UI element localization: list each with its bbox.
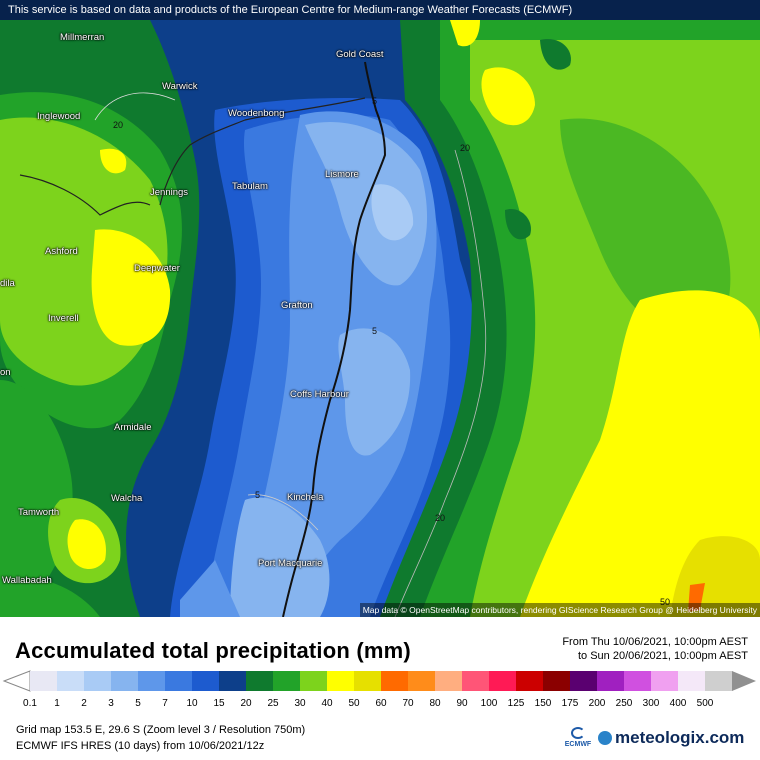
place-lismore: Lismore — [325, 169, 359, 180]
place-ashford: Ashford — [45, 246, 78, 257]
legend-swatch — [246, 671, 274, 691]
legend-tick-label: 300 — [642, 698, 660, 709]
legend-swatch — [705, 671, 733, 691]
legend-swatch — [327, 671, 355, 691]
period-from: From Thu 10/06/2021, 10:00pm AEST — [562, 636, 748, 648]
ecmwf-icon — [571, 727, 585, 739]
legend-swatch — [57, 671, 85, 691]
place-woodenbong: Woodenbong — [228, 108, 285, 119]
place-jennings: Jennings — [150, 187, 189, 198]
legend-arrow-high — [732, 671, 756, 691]
legend-tick-label: 0.1 — [23, 698, 37, 709]
legend-tick-label: 175 — [561, 698, 579, 709]
place-partial-west: dila — [0, 278, 15, 289]
place-inverell: Inverell — [48, 313, 79, 324]
legend-swatch — [435, 671, 463, 691]
legend-swatch — [570, 671, 598, 691]
legend-swatch — [219, 671, 247, 691]
legend-swatch — [462, 671, 490, 691]
legend-swatch — [192, 671, 220, 691]
legend-swatch — [111, 671, 139, 691]
legend-swatch — [354, 671, 382, 691]
legend-swatch — [30, 671, 58, 691]
legend-tick-label: 250 — [615, 698, 633, 709]
meteologix-text: meteologix.com — [615, 728, 745, 747]
legend-tick-label: 20 — [240, 698, 252, 709]
ecmwf-notice-banner: This service is based on data and produc… — [0, 0, 760, 20]
ecmwf-logo: ECMWF — [562, 727, 594, 748]
place-grafton: Grafton — [281, 300, 313, 311]
meteologix-logo[interactable]: meteologix.com — [598, 728, 744, 748]
period-to: to Sun 20/06/2021, 10:00pm AEST — [577, 650, 748, 662]
legend-tick-label: 500 — [696, 698, 714, 709]
legend-tick-label: 200 — [588, 698, 606, 709]
contour-label: 5 — [372, 96, 378, 106]
place-armidale: Armidale — [114, 422, 152, 433]
legend-tick-label: 25 — [267, 698, 279, 709]
legend-tick-label: 50 — [348, 698, 360, 709]
place-port-macquarie: Port Macquarie — [258, 558, 323, 569]
legend-swatch — [381, 671, 409, 691]
legend-tick-label: 150 — [534, 698, 552, 709]
legend-arrow-low — [2, 670, 31, 692]
place-millmerran: Millmerran — [60, 32, 105, 43]
legend-tick-label: 100 — [480, 698, 498, 709]
legend-swatch — [84, 671, 112, 691]
ecmwf-logo-text: ECMWF — [564, 741, 592, 748]
place-deepwater: Deepwater — [134, 263, 180, 274]
place-wallabadah: Wallabadah — [2, 575, 52, 586]
legend-tick-label: 30 — [294, 698, 306, 709]
legend-swatch — [408, 671, 436, 691]
place-gold-coast: Gold Coast — [336, 49, 384, 60]
contour-label: 50 — [660, 597, 671, 607]
meteologix-icon — [598, 731, 612, 745]
chart-title: Accumulated total precipitation (mm) — [15, 638, 411, 663]
legend-swatch — [678, 671, 706, 691]
place-coffs-harbour: Coffs Harbour — [290, 389, 349, 400]
legend-tick-label: 10 — [186, 698, 198, 709]
legend-tick-label: 15 — [213, 698, 225, 709]
legend-swatch — [489, 671, 517, 691]
place-tamworth: Tamworth — [18, 507, 60, 518]
legend-tick-label: 3 — [108, 698, 114, 709]
legend-swatch — [516, 671, 544, 691]
place-kinchela: Kinchela — [287, 492, 324, 503]
contour-label: 20 — [113, 120, 124, 130]
legend-swatch — [300, 671, 328, 691]
legend-tick-label: 7 — [162, 698, 168, 709]
contour-label: 20 — [435, 513, 446, 523]
legend-swatch — [543, 671, 571, 691]
legend-tick-label: 125 — [507, 698, 525, 709]
legend-swatch — [651, 671, 679, 691]
model-info: ECMWF IFS HRES (10 days) from 10/06/2021… — [16, 740, 265, 752]
legend-tick-label: 5 — [135, 698, 141, 709]
branding[interactable]: ECMWF meteologix.com — [562, 727, 752, 757]
legend-swatch — [165, 671, 193, 691]
contour-label: 5 — [372, 326, 378, 336]
color-scale-legend — [2, 670, 756, 692]
place-warwick: Warwick — [162, 81, 198, 92]
legend-swatch — [273, 671, 301, 691]
contour-label: 20 — [460, 143, 471, 153]
legend-tick-label: 2 — [81, 698, 87, 709]
legend-swatch — [597, 671, 625, 691]
legend-swatch — [138, 671, 166, 691]
map-attribution: Map data © OpenStreetMap contributors, r… — [359, 603, 760, 617]
grid-info: Grid map 153.5 E, 29.6 S (Zoom level 3 /… — [16, 724, 306, 736]
legend-tick-label: 80 — [429, 698, 441, 709]
place-partial-west-2: on — [0, 367, 11, 378]
legend-tick-label: 1 — [54, 698, 60, 709]
precipitation-field — [0, 20, 760, 617]
contour-label: 5 — [255, 490, 261, 500]
legend-tick-label: 400 — [669, 698, 687, 709]
precipitation-map[interactable]: This service is based on data and produc… — [0, 0, 760, 617]
place-inglewood: Inglewood — [37, 111, 81, 122]
legend-swatch — [624, 671, 652, 691]
legend-tick-label: 70 — [402, 698, 414, 709]
legend-tick-label: 90 — [456, 698, 468, 709]
place-walcha: Walcha — [111, 493, 143, 504]
place-tabulam: Tabulam — [232, 181, 268, 192]
legend-tick-label: 60 — [375, 698, 387, 709]
legend-tick-label: 40 — [321, 698, 333, 709]
